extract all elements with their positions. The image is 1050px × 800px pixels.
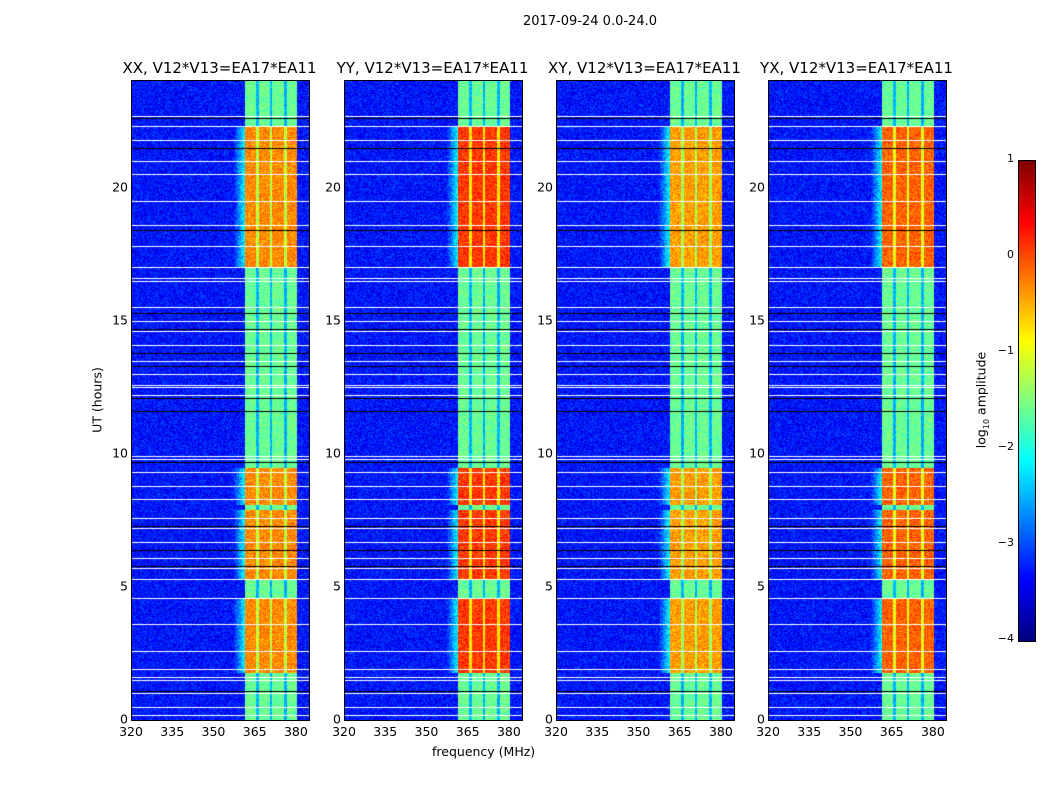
y-tick-label: 5 — [545, 578, 553, 594]
y-tick-label: 20 — [749, 179, 765, 194]
colorbar-tick-label: 1 — [1007, 152, 1014, 165]
y-tick-label: 0 — [120, 711, 128, 727]
x-tick-label: 380 — [283, 724, 308, 739]
x-axis-label: frequency (MHz) — [432, 744, 536, 759]
colorbar-tick-label: −4 — [997, 632, 1014, 645]
y-tick-label: 0 — [333, 711, 341, 727]
y-tick-label: 0 — [545, 711, 553, 727]
heatmap-panel — [556, 80, 735, 721]
y-tick-label: 5 — [333, 578, 341, 594]
x-tick-label: 380 — [920, 724, 945, 739]
y-tick-label: 15 — [325, 312, 341, 328]
colorbar-label-sub: 10 — [981, 418, 991, 430]
x-tick-label: 350 — [838, 724, 863, 739]
colorbar-label-tail: amplitude — [973, 351, 989, 419]
x-tick-label: 350 — [626, 724, 651, 739]
heatmap-image — [557, 81, 734, 720]
y-axis-label: UT (hours) — [89, 367, 105, 433]
x-tick-label: 365 — [667, 724, 692, 739]
x-tick-label: 335 — [797, 724, 822, 739]
colorbar-label-main: log — [973, 429, 989, 449]
y-tick-label: 10 — [749, 445, 765, 461]
y-tick-label: 10 — [112, 445, 128, 461]
x-tick-label: 365 — [879, 724, 904, 739]
y-tick-label: 20 — [112, 179, 128, 194]
x-tick-label: 365 — [242, 724, 267, 739]
panel-title: XY, V12*V13=EA17*EA11 — [548, 59, 741, 77]
x-tick-label: 380 — [496, 724, 521, 739]
x-tick-label: 380 — [708, 724, 733, 739]
y-tick-label: 15 — [537, 312, 553, 328]
colorbar-tick-label: −1 — [997, 344, 1014, 357]
heatmap-panel — [344, 80, 523, 721]
x-tick-label: 320 — [119, 724, 143, 739]
y-tick-label: 15 — [749, 312, 765, 328]
heatmap-image — [345, 81, 522, 720]
heatmap-image — [769, 81, 946, 720]
colorbar-tick-label: 0 — [1007, 248, 1014, 261]
y-tick-label: 0 — [757, 711, 765, 727]
x-tick-label: 320 — [332, 724, 356, 739]
y-tick-label: 5 — [120, 578, 128, 594]
heatmap-image — [132, 81, 309, 720]
colorbar-tick-label: −3 — [997, 536, 1014, 549]
panel-title: YY, V12*V13=EA17*EA11 — [336, 59, 529, 77]
x-tick-label: 350 — [414, 724, 439, 739]
x-tick-label: 320 — [544, 724, 568, 739]
x-tick-label: 320 — [756, 724, 780, 739]
colorbar-label: log10 amplitude — [973, 352, 991, 448]
y-tick-label: 5 — [757, 578, 765, 594]
y-tick-label: 20 — [325, 179, 341, 194]
x-tick-label: 335 — [585, 724, 610, 739]
y-tick-label: 10 — [325, 445, 341, 461]
y-tick-label: 10 — [537, 445, 553, 461]
y-tick-label: 15 — [112, 312, 128, 328]
colorbar — [1018, 160, 1036, 642]
colorbar-tick-label: −2 — [997, 440, 1014, 453]
panel-title: XX, V12*V13=EA17*EA11 — [122, 59, 317, 77]
heatmap-panel — [768, 80, 947, 721]
x-tick-label: 335 — [160, 724, 185, 739]
y-tick-label: 20 — [537, 179, 553, 194]
x-tick-label: 350 — [201, 724, 226, 739]
panel-title: YX, V12*V13=EA17*EA11 — [760, 59, 953, 77]
heatmap-panel — [131, 80, 310, 721]
x-tick-label: 335 — [373, 724, 398, 739]
figure-title: 2017-09-24 0.0-24.0 — [523, 14, 657, 29]
x-tick-label: 365 — [455, 724, 480, 739]
